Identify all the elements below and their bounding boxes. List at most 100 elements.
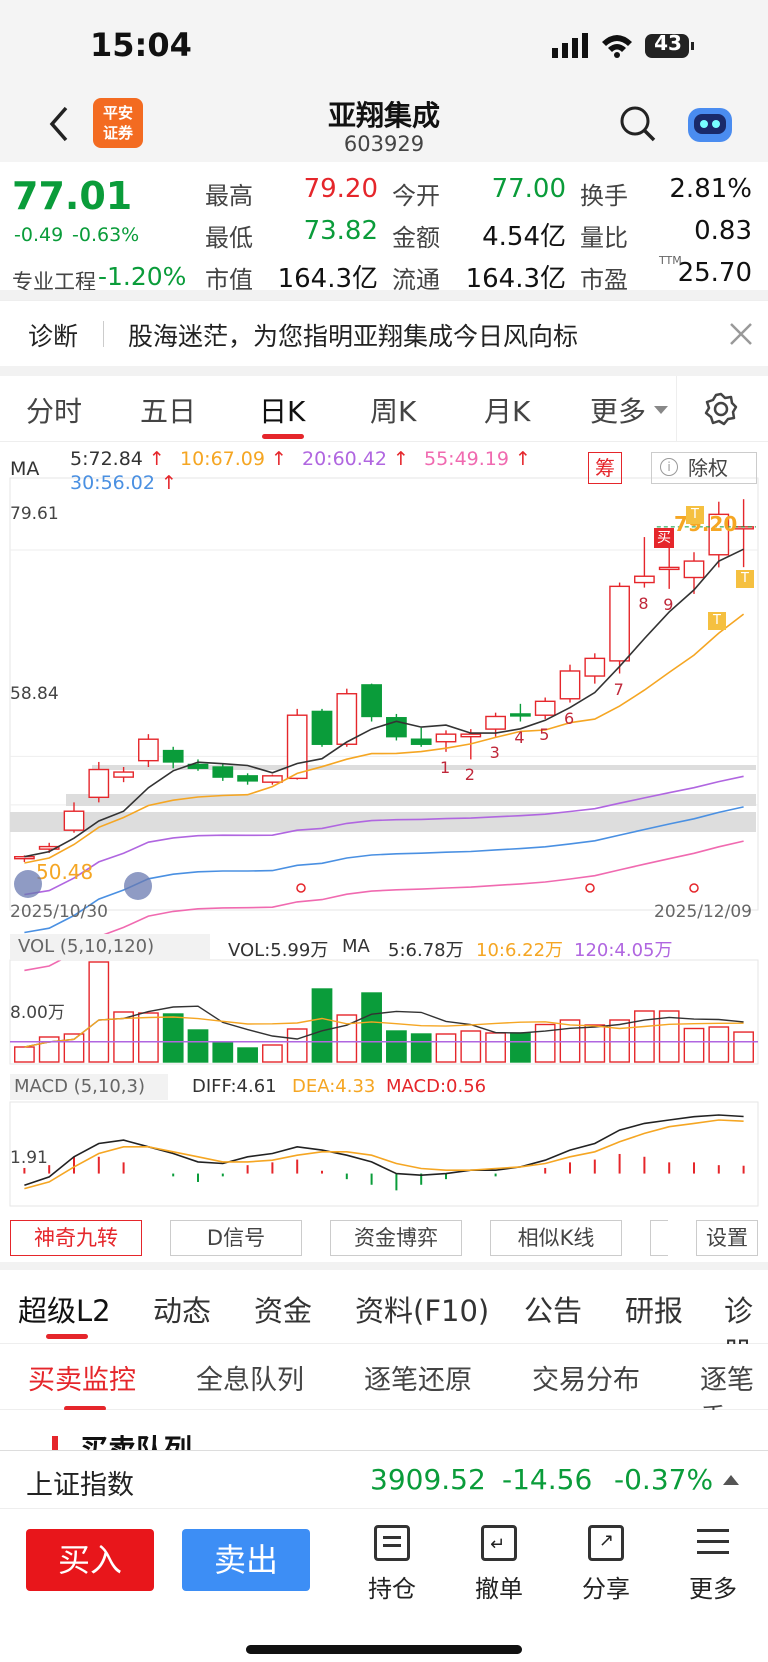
tab-trade-distribution[interactable]: 交易分布	[532, 1365, 640, 1396]
index-ticker[interactable]: 上证指数 3909.52 -14.56 -0.37%	[0, 1450, 768, 1508]
stock-name: 亚翔集成	[327, 99, 440, 132]
search-icon[interactable]	[618, 104, 658, 144]
quote-high-value: 79.20	[303, 174, 378, 204]
macd-diff: DIFF:4.61	[192, 1076, 277, 1097]
volume-bar	[733, 1031, 754, 1063]
volume-bar	[162, 1013, 184, 1063]
d-signal-button[interactable]: D信号	[170, 1220, 302, 1256]
nine-turn-count: 2	[464, 765, 475, 785]
tab-more[interactable]: 更多	[590, 395, 647, 428]
tab-capital[interactable]: 资金	[254, 1294, 313, 1328]
candle-body	[534, 700, 556, 716]
chevron-up-icon[interactable]	[722, 1473, 740, 1487]
vol-ma5: 5:6.78万	[388, 940, 464, 961]
positions-button[interactable]: 持仓	[352, 1525, 432, 1604]
macd-panel-frame	[9, 1101, 759, 1207]
close-icon[interactable]	[728, 321, 754, 347]
last-price: 77.01	[12, 174, 133, 218]
tab-order-queue[interactable]: 全息队列	[196, 1365, 304, 1396]
pe-ttm-sup: TTM	[659, 254, 682, 267]
tab-daily-k[interactable]: 日K	[259, 395, 306, 428]
volume-bar	[609, 1019, 630, 1063]
quote-turnover-label: 换手	[580, 182, 628, 210]
volume-panel-frame	[9, 959, 759, 1065]
magic-nine-button[interactable]: 神奇九转	[10, 1220, 142, 1256]
ma10-line	[24, 613, 745, 864]
tab-buy-sell-monitor[interactable]: 买卖监控	[28, 1365, 136, 1396]
tab-news[interactable]: 动态	[153, 1294, 212, 1328]
event-marker	[585, 883, 595, 893]
chip-distribution-button[interactable]: 筹	[588, 452, 622, 484]
support-band	[92, 765, 756, 770]
capital-game-button[interactable]: 资金博弈	[330, 1220, 462, 1256]
quote-pe-label: 市盈	[580, 266, 628, 294]
battery-level: 43	[654, 31, 682, 55]
t-marker: T	[686, 506, 704, 524]
tab-weekly-k[interactable]: 周K	[370, 395, 417, 428]
fullscreen-icon[interactable]	[124, 872, 152, 900]
tab-research[interactable]: 研报	[625, 1294, 684, 1328]
nine-turn-count: 7	[613, 679, 624, 699]
tab-tick-replay[interactable]: 逐笔还原	[364, 1365, 472, 1396]
kline-chart	[9, 477, 759, 1207]
settings-icon[interactable]	[704, 392, 738, 426]
adjust-rights-button[interactable]: 除权	[651, 452, 757, 484]
volume-bar	[311, 988, 333, 1063]
buy-button[interactable]: 买入	[26, 1529, 154, 1591]
volume-bar	[212, 1042, 234, 1063]
volume-bar	[262, 1044, 283, 1063]
more-button[interactable]: 更多	[673, 1525, 753, 1604]
candle-body	[88, 768, 110, 799]
candle-body	[237, 775, 258, 782]
tab-tick-orders[interactable]: 逐笔委	[700, 1365, 754, 1435]
cancel-order-button[interactable]: ↵ 撤单	[459, 1525, 539, 1604]
volume-bar	[584, 1024, 606, 1063]
quote-float-cap-label: 流通	[392, 266, 440, 294]
robot-assistant-icon[interactable]	[682, 100, 738, 148]
diagnose-label: 诊断	[28, 322, 79, 351]
share-button[interactable]: ↗ 分享	[566, 1525, 646, 1604]
vol-ma10: 10:6.22万	[476, 940, 564, 961]
candle-body	[584, 657, 606, 677]
quote-panel: 77.01 -0.49 -0.63% 专业工程 -1.20% 最高 79.20 今开…	[0, 162, 768, 300]
date-end: 2025/12/09	[654, 902, 752, 922]
ma-label[interactable]: MA	[10, 458, 40, 480]
diagnose-banner[interactable]: 诊断 股海迷茫，为您指明亚翔集成今日风向标	[0, 300, 768, 366]
kline-chart-area[interactable]: MA 5:72.84 ↑ 10:67.09 ↑ 20:60.42 ↑ 55:49…	[0, 442, 768, 1260]
vol-ma-label: MA	[342, 936, 370, 957]
volume-bar	[683, 1027, 705, 1063]
l2-sub-tabs: 买卖监控 全息队列 逐笔还原 交易分布 逐笔委	[0, 1344, 768, 1435]
volume-bar	[88, 961, 110, 1063]
nine-turn-count: 1	[440, 757, 451, 777]
ma55-value: 55:49.19 ↑	[424, 448, 531, 470]
quote-amount-value: 4.54亿	[482, 222, 566, 252]
candle-body	[609, 585, 630, 662]
tab-f10[interactable]: 资料(F10)	[355, 1294, 490, 1328]
diagnose-text: 股海迷茫，为您指明亚翔集成今日风向标	[128, 322, 579, 351]
peak-price-label: 79.20	[674, 512, 738, 536]
similar-kline-button[interactable]: 相似K线	[490, 1220, 622, 1256]
candle-body	[460, 733, 482, 738]
tab-monthly-k[interactable]: 月K	[484, 395, 531, 428]
t-marker: T	[708, 612, 726, 630]
detail-tabs: 超级L2 动态 资金 资料(F10) 公告 研报 诊股	[0, 1270, 768, 1370]
nine-turn-count: 8	[638, 593, 649, 613]
info-icon: i	[660, 458, 678, 476]
macd-indicator-title[interactable]: MACD (5,10,3)	[14, 1076, 145, 1097]
tab-super-l2[interactable]: 超级L2	[18, 1294, 111, 1328]
tab-five-day[interactable]: 五日	[140, 395, 197, 428]
quote-vol-ratio-value: 0.83	[694, 216, 752, 246]
vol-ma10-line	[24, 1016, 744, 1048]
nav-bar: 平安 证券 亚翔集成 603929	[0, 90, 768, 162]
tab-intraday[interactable]: 分时	[26, 395, 83, 428]
candle-body	[658, 566, 680, 571]
vol-indicator-title[interactable]: VOL (5,10,120)	[18, 936, 155, 957]
sell-button[interactable]: 卖出	[182, 1529, 310, 1591]
menu-icon	[695, 1525, 731, 1561]
tab-announcement[interactable]: 公告	[524, 1294, 583, 1328]
expand-left-icon[interactable]	[14, 870, 42, 898]
volume-bar	[435, 1033, 457, 1063]
back-icon[interactable]	[44, 104, 74, 144]
support-band	[66, 794, 756, 806]
settings-button[interactable]: 设置	[696, 1220, 758, 1256]
